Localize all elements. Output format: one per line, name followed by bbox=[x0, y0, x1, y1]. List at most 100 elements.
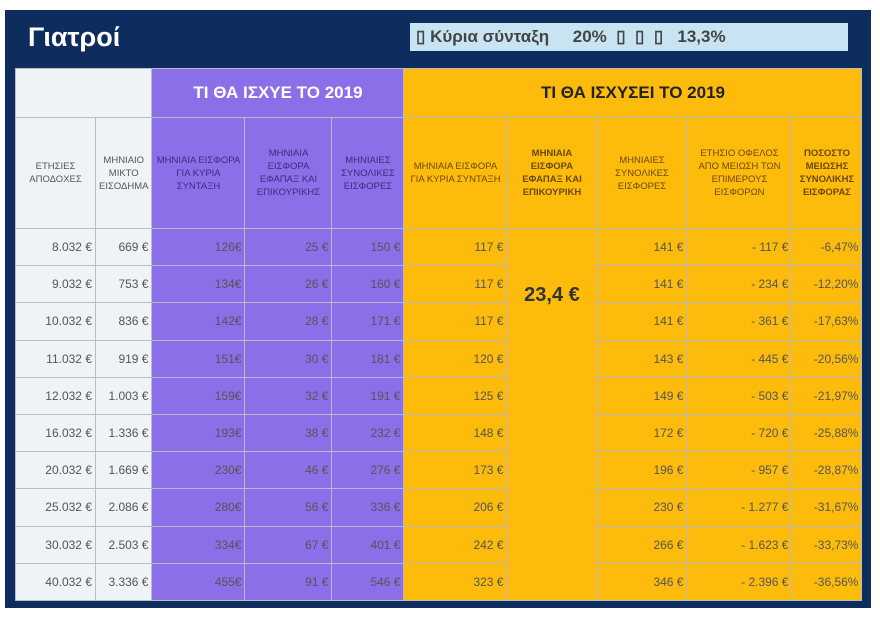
table-cell: 276 € bbox=[331, 451, 405, 490]
table-cell: 120 € bbox=[403, 339, 508, 378]
column-header: ΕΤΗΣΙΕΣ ΑΠΟΔΟΧΕΣ bbox=[15, 117, 96, 229]
table-cell: - 2.396 € bbox=[686, 562, 793, 601]
table-cell: 836 € bbox=[94, 302, 153, 341]
table-cell: -25,88% bbox=[791, 413, 863, 453]
table-cell: 323 € bbox=[403, 562, 508, 601]
table-cell: 56 € bbox=[244, 488, 333, 527]
table-cell: 232 € bbox=[331, 413, 405, 453]
table-row: 20.032 €1.669 €230€ 46 €276 €173 € 196 € - … bbox=[15, 451, 863, 490]
table-cell: 141 € bbox=[596, 302, 688, 341]
table-cell: 1.669 € bbox=[94, 451, 153, 490]
table-cell: 3.336 € bbox=[94, 562, 153, 601]
table-cell: 160 € bbox=[331, 265, 405, 304]
table-cell: -31,67% bbox=[791, 488, 863, 527]
table-cell: - 503 € bbox=[686, 376, 793, 415]
table-cell: 12.032 € bbox=[15, 376, 96, 415]
table-cell: 753 € bbox=[94, 265, 153, 304]
table-row: 30.032 €2.503 €334€ 67 €401 €242 € 266 € - … bbox=[15, 525, 863, 564]
table-row: 9.032 €753 €134€ 26 €160 €117 € 141 € - 234… bbox=[15, 265, 863, 304]
table-cell: 40.032 € bbox=[15, 562, 96, 601]
table-cell: 126€ bbox=[151, 227, 246, 267]
table-cell: -6,47% bbox=[791, 227, 863, 267]
table-cell: 2.086 € bbox=[94, 488, 153, 527]
table-row: 8.032 €669 €126€ 25 €150 €117 €23,4 €141 … bbox=[15, 227, 863, 601]
group-header-old: ΤΙ ΘΑ ΙΣΧΥΕ ΤΟ 2019 bbox=[151, 68, 405, 118]
table-cell: 206 € bbox=[403, 488, 508, 527]
table-cell: - 1.277 € bbox=[686, 488, 793, 527]
table-cell: -21,97% bbox=[791, 376, 863, 415]
table-cell: 20.032 € bbox=[15, 451, 96, 490]
column-header: ΜΗΝΙΑΙΕΣ ΣΥΝΟΛΙΚΕΣ ΕΙΣΦΟΡΕΣ bbox=[596, 117, 688, 229]
table-row: 40.032 €3.336 €455€ 91 €546 €323 € 346 € - … bbox=[15, 562, 863, 601]
column-header: ΜΗΝΙΑΙΑ ΕΙΣΦΟΡΑ ΓΙΑ ΚΥΡΙΑ ΣΥΝΤΑΞΗ bbox=[403, 117, 508, 229]
table-row: 12.032 €1.003 €159€ 32 €191 €125 € 149 € - … bbox=[15, 376, 863, 415]
table-cell: 171 € bbox=[331, 302, 405, 341]
table-cell: - 720 € bbox=[686, 413, 793, 453]
table-cell: - 234 € bbox=[686, 265, 793, 304]
table-row: 25.032 €2.086 €280€ 56 €336 €206 € 230 € - … bbox=[15, 488, 863, 527]
table-cell: 125 € bbox=[403, 376, 508, 415]
table-row: 16.032 €1.336 €193€ 38 €232 €148 € 172 € - … bbox=[15, 413, 863, 453]
table-cell: 172 € bbox=[596, 413, 688, 453]
table-cell: 919 € bbox=[94, 339, 153, 378]
table-cell: 401 € bbox=[331, 525, 405, 564]
table-cell: - 361 € bbox=[686, 302, 793, 341]
table-cell: -33,73% bbox=[791, 525, 863, 564]
table-cell: 143 € bbox=[596, 339, 688, 378]
table-cell: 10.032 € bbox=[15, 302, 96, 341]
table-cell: 1.003 € bbox=[94, 376, 153, 415]
table-cell: 134€ bbox=[151, 265, 246, 304]
table-cell: - 445 € bbox=[686, 339, 793, 378]
table-cell: 1.336 € bbox=[94, 413, 153, 453]
column-header: ΜΗΝΙΑΙΑ ΕΙΣΦΟΡΑ ΕΦΑΠΑΞ ΚΑΙ ΕΠΙΚΟΥΡΙΚΗΣ bbox=[244, 117, 333, 229]
table-cell: 242 € bbox=[403, 525, 508, 564]
table-cell: 117 € bbox=[403, 302, 508, 341]
table-cell: -20,56% bbox=[791, 339, 863, 378]
pension-rate-banner: ▯ Κύρια σύνταξη 20% ▯ ▯ ▯ 13,3% bbox=[410, 23, 848, 51]
table-cell: 142€ bbox=[151, 302, 246, 341]
table-cell: 38 € bbox=[244, 413, 333, 453]
table-cell: 669 € bbox=[94, 227, 153, 267]
table-cell: 193€ bbox=[151, 413, 246, 453]
table-cell: 91 € bbox=[244, 562, 333, 601]
table-cell: - 1.623 € bbox=[686, 525, 793, 564]
table-cell: 346 € bbox=[596, 562, 688, 601]
table-cell: -28,87% bbox=[791, 451, 863, 490]
contributions-table: ΤΙ ΘΑ ΙΣΧΥΕ ΤΟ 2019 ΤΙ ΘΑ ΙΣΧΥΣΕΙ ΤΟ 201… bbox=[14, 68, 863, 601]
table-cell: 230€ bbox=[151, 451, 246, 490]
table-cell: 141 € bbox=[596, 265, 688, 304]
table-cell: 30.032 € bbox=[15, 525, 96, 564]
table-cell: 159€ bbox=[151, 376, 246, 415]
table-cell: 117 € bbox=[403, 227, 508, 267]
table-cell: -12,20% bbox=[791, 265, 863, 304]
table-cell: 336 € bbox=[331, 488, 405, 527]
table-cell: - 957 € bbox=[686, 451, 793, 490]
table-cell: 2.503 € bbox=[94, 525, 153, 564]
merged-lump-sum-cell: 23,4 € bbox=[506, 228, 598, 601]
table-cell: 28 € bbox=[244, 302, 333, 341]
table-cell: 67 € bbox=[244, 525, 333, 564]
group-header-new: ΤΙ ΘΑ ΙΣΧΥΣΕΙ ΤΟ 2019 bbox=[403, 68, 863, 118]
table-cell: 117 € bbox=[403, 265, 508, 304]
table-cell: 30 € bbox=[244, 339, 333, 378]
table-cell: 173 € bbox=[403, 451, 508, 490]
table-cell: 148 € bbox=[403, 413, 508, 453]
table-cell: 25.032 € bbox=[15, 488, 96, 527]
table-cell: 141 € bbox=[596, 227, 688, 267]
table-cell: 32 € bbox=[244, 376, 333, 415]
table-cell: -17,63% bbox=[791, 302, 863, 341]
table-cell: 266 € bbox=[596, 525, 688, 564]
table-cell: 196 € bbox=[596, 451, 688, 490]
table-cell: - 117 € bbox=[686, 227, 793, 267]
table-row: 11.032 €919 €151€ 30 €181 €120 € 143 € - 44… bbox=[15, 339, 863, 378]
column-header: ΜΗΝΙΑΙΕΣ ΣΥΝΟΛΙΚΕΣ ΕΙΣΦΟΡΕΣ bbox=[331, 117, 405, 229]
table-cell: 334€ bbox=[151, 525, 246, 564]
empty-header bbox=[14, 68, 153, 118]
table-cell: 8.032 € bbox=[15, 227, 96, 267]
table-cell: 26 € bbox=[244, 265, 333, 304]
table-cell: 16.032 € bbox=[15, 413, 96, 453]
table-cell: 149 € bbox=[596, 376, 688, 415]
table-cell: 455€ bbox=[151, 562, 246, 601]
table-cell: 11.032 € bbox=[15, 339, 96, 378]
table-cell: 46 € bbox=[244, 451, 333, 490]
